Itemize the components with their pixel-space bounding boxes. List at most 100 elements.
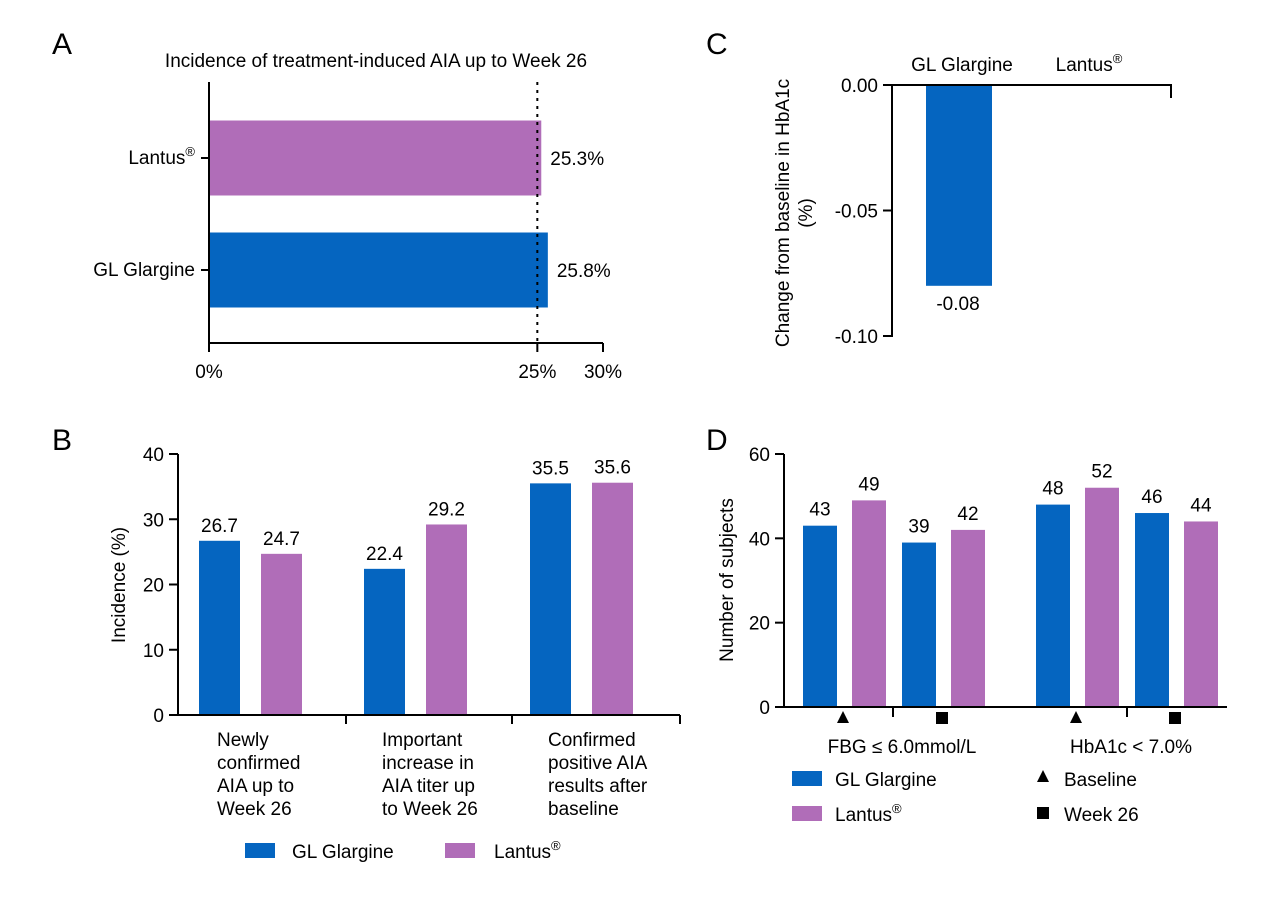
- panel-a-letter: A: [52, 28, 72, 61]
- panel-b-letter: B: [52, 424, 72, 457]
- panel-b-bar: [364, 568, 405, 715]
- panel-d-legend-baseline-marker: [1037, 770, 1049, 782]
- panel-d-bar: [951, 529, 985, 707]
- panel-b-y-tick-label: 30: [143, 510, 164, 531]
- panel-d-bar: [1135, 513, 1169, 707]
- panel-b-bar: [261, 553, 302, 715]
- panel-c-y-axis-label-line-1: Change from baseline in HbA1c: [773, 79, 794, 347]
- panel-b: B Incidence (%) 26.724.7NewlyconfirmedAI…: [52, 424, 681, 863]
- panel-d-legend-baseline-label: Baseline: [1064, 770, 1137, 791]
- panel-d-baseline-marker: [1070, 711, 1082, 723]
- panel-d-week26-marker: [936, 712, 948, 724]
- panel-b-legend-lantus-label: Lantus®: [494, 838, 561, 863]
- panel-d-legend-swatch-lantus: [792, 806, 822, 821]
- panel-a: A Incidence of treatment-induced AIA up …: [52, 28, 622, 383]
- panel-d-legend-gl-label: GL Glargine: [835, 770, 937, 791]
- panel-d-bar: [902, 542, 936, 707]
- panel-b-category-label: increase in: [382, 753, 474, 774]
- panel-d-value-label: 44: [1190, 495, 1212, 516]
- panel-d-y-tick-label: 0: [759, 698, 770, 719]
- panel-d-bar: [1184, 521, 1218, 707]
- panel-d-plot: 43 49 39 42 48 52 46 44 0 20 40 60 FBG ≤ 6.0mmol/L Hb…: [749, 445, 1227, 758]
- panel-d-group-label: HbA1c < 7.0%: [1070, 737, 1192, 758]
- panel-d-baseline-marker: [837, 711, 849, 723]
- panel-b-legend-gl-label: GL Glargine: [292, 842, 394, 863]
- panel-d-y-tick-label: 20: [749, 614, 770, 635]
- panel-d: D Number of subjects 43 49 39 42 48 52 46 44 0 20…: [706, 424, 1227, 826]
- panel-c: C Change from baseline in HbA1c (%) -0.0…: [706, 28, 1172, 348]
- panel-b-y-tick-label: 10: [143, 641, 164, 662]
- panel-b-value-label: 22.4: [366, 544, 403, 565]
- panel-b-legend: GL Glargine Lantus®: [245, 838, 561, 863]
- panel-d-legend: GL Glargine Lantus® Baseline Week 26: [792, 770, 1139, 826]
- panel-d-value-label: 49: [858, 474, 879, 495]
- panel-d-legend-lantus-label: Lantus®: [835, 801, 902, 826]
- panel-a-bar: [209, 232, 548, 308]
- panel-c-y-tick-label: 0.00: [841, 76, 878, 97]
- panel-b-y-tick-label: 0: [153, 706, 164, 727]
- panel-d-letter: D: [706, 424, 728, 457]
- panel-d-y-tick-label: 60: [749, 445, 770, 466]
- panel-b-value-label: 35.5: [532, 458, 569, 479]
- panel-b-legend-swatch-gl: [245, 843, 275, 858]
- panel-d-week26-marker: [1169, 712, 1181, 724]
- panel-b-y-tick-label: 20: [143, 576, 164, 597]
- panel-d-legend-swatch-gl: [792, 771, 822, 786]
- panel-a-title: Incidence of treatment-induced AIA up to…: [165, 51, 587, 72]
- panel-c-category-label: Lantus®: [1056, 51, 1123, 76]
- panel-a-value-label: 25.3%: [550, 149, 604, 170]
- panel-d-y-axis-label: Number of subjects: [717, 498, 738, 662]
- panel-a-x-tick-label: 0%: [195, 362, 223, 383]
- panel-d-y-tick-label: 40: [749, 529, 770, 550]
- panel-d-legend-week26-label: Week 26: [1064, 805, 1139, 826]
- panel-d-value-label: 39: [908, 517, 929, 538]
- panel-c-plot: -0.08 GL Glargine Lantus® 0.00 -0.05 -0.10: [835, 51, 1172, 348]
- panel-b-bar: [592, 482, 633, 715]
- panel-d-bar: [852, 500, 886, 707]
- panel-c-bar: [926, 85, 992, 286]
- panel-b-category-label: AIA titer up: [382, 776, 475, 797]
- panel-b-bar: [530, 483, 571, 715]
- panel-b-bar: [199, 540, 240, 715]
- panel-d-legend-week26-marker: [1037, 807, 1049, 819]
- panel-b-category-label: confirmed: [217, 753, 300, 774]
- panel-b-category-label: Newly: [217, 730, 269, 751]
- panel-c-y-tick-label: -0.05: [835, 202, 878, 223]
- panel-b-bar: [426, 524, 467, 715]
- panel-b-value-label: 29.2: [428, 499, 465, 520]
- panel-d-value-label: 43: [809, 500, 830, 521]
- panel-d-value-label: 46: [1141, 487, 1162, 508]
- panel-a-x-tick-label: 25%: [518, 362, 556, 383]
- panel-c-letter: C: [706, 28, 728, 61]
- panel-a-value-label: 25.8%: [557, 261, 611, 282]
- panel-a-category-label: Lantus®: [128, 144, 195, 169]
- panel-c-category-label: GL Glargine: [911, 55, 1013, 76]
- panel-b-category-label: results after: [548, 776, 648, 797]
- panel-b-category-label: Week 26: [217, 799, 292, 820]
- panel-d-group-label: FBG ≤ 6.0mmol/L: [828, 737, 977, 758]
- panel-c-y-axis-label-line-2: (%): [796, 198, 817, 228]
- panel-b-legend-swatch-lantus: [445, 843, 475, 858]
- panel-a-plot: 25.3% Lantus® 25.8% GL Glargine 0% 25% 30%: [93, 82, 622, 383]
- panel-b-category-label: Important: [382, 730, 463, 751]
- panel-b-value-label: 24.7: [263, 529, 300, 550]
- panel-d-value-label: 48: [1042, 479, 1063, 500]
- panel-d-bar: [1085, 487, 1119, 707]
- panel-b-y-tick-label: 40: [143, 445, 164, 466]
- panel-d-bar: [1036, 504, 1070, 707]
- panel-b-value-label: 26.7: [201, 516, 238, 537]
- panel-a-x-tick-label: 30%: [584, 362, 622, 383]
- panel-b-category-label: to Week 26: [382, 799, 478, 820]
- panel-d-value-label: 52: [1091, 462, 1112, 483]
- panel-b-category-label: AIA up to: [217, 776, 294, 797]
- panel-b-category-label: positive AIA: [548, 753, 648, 774]
- panel-c-value-label: -0.08: [936, 294, 979, 315]
- panel-a-bar: [209, 120, 542, 196]
- panel-b-category-label: baseline: [548, 799, 619, 820]
- panel-c-y-tick-label: -0.10: [835, 327, 878, 348]
- panel-b-category-label: Confirmed: [548, 730, 636, 751]
- panel-d-bar: [803, 525, 837, 707]
- panel-b-y-axis-label: Incidence (%): [109, 527, 130, 643]
